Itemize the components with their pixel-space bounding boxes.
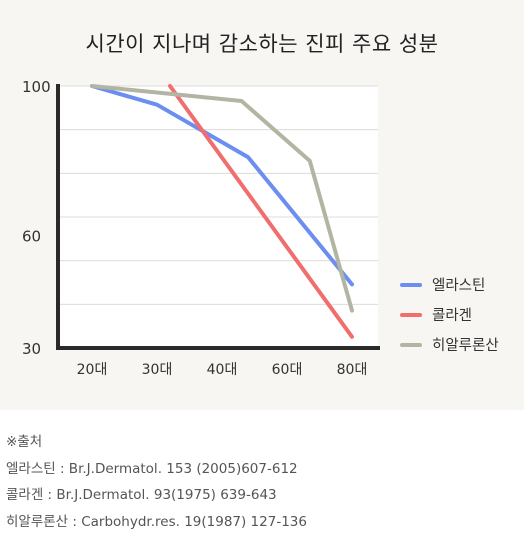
source-elastin: 엘라스틴 : Br.J.Dermatol. 153 (2005)607-612: [6, 456, 307, 483]
x-tick-label: 80대: [337, 362, 368, 378]
y-tick-label: 30: [22, 340, 41, 358]
source-collagen: 콜라겐 : Br.J.Dermatol. 93(1975) 639-643: [6, 482, 307, 509]
x-tick-label: 40대: [207, 362, 238, 378]
x-tick-label: 20대: [77, 362, 108, 378]
source-heading: ※출처: [6, 429, 307, 456]
x-tick-label: 30대: [142, 362, 173, 378]
x-tick-label: 60대: [272, 362, 303, 378]
source-notes: ※출처 엘라스틴 : Br.J.Dermatol. 153 (2005)607-…: [6, 429, 307, 535]
y-tick-label: 100: [22, 78, 51, 96]
legend-label: 엘라스틴: [432, 277, 485, 294]
source-hyaluronic: 히알루론산 : Carbohydr.res. 19(1987) 127-136: [6, 509, 307, 535]
legend-label: 히알루론산: [432, 337, 499, 354]
legend-label: 콜라겐: [432, 307, 472, 324]
y-tick-label: 60: [22, 228, 41, 246]
